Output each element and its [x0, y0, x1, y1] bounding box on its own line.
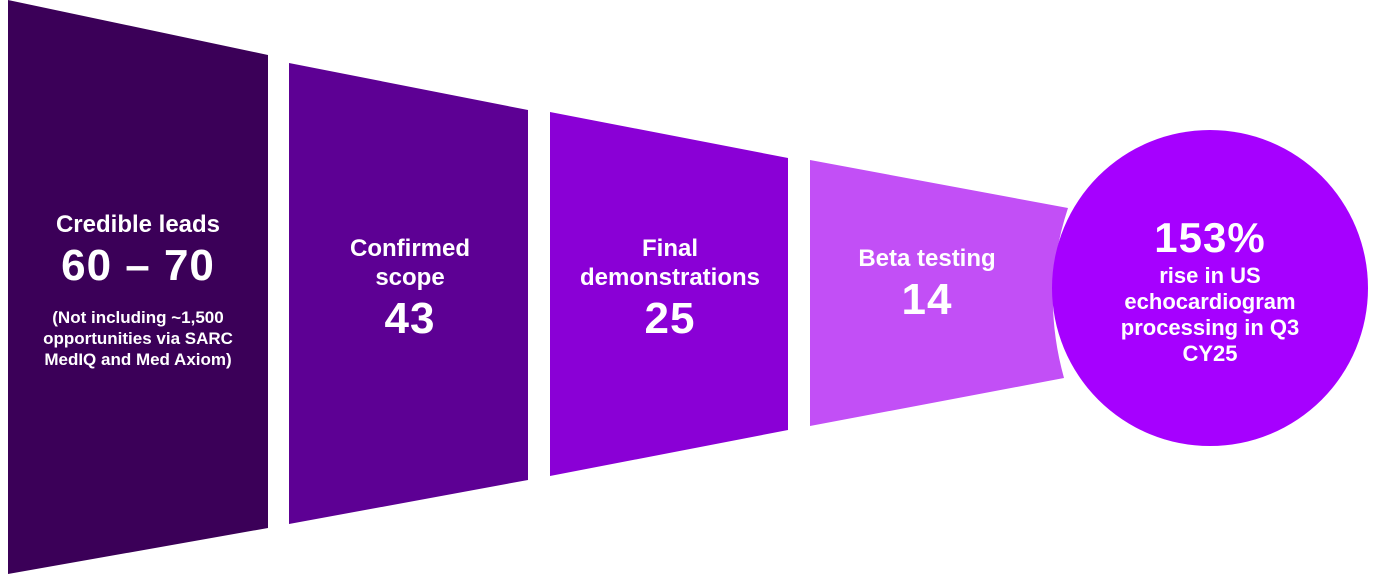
- stage-2: Confirmed scope 43: [320, 200, 500, 380]
- stage-label: Final demonstrations: [579, 235, 761, 291]
- stage-1: Credible leads 60 – 70 (Not including ~1…: [20, 150, 256, 430]
- stage-value: 14: [901, 274, 953, 324]
- result-circle: [1052, 130, 1368, 446]
- stage-2-shape: [289, 63, 528, 524]
- stage-1-shape: [8, 0, 268, 574]
- stage-value: 43: [384, 294, 436, 343]
- stage-3-shape: [550, 112, 788, 476]
- stage-3: Final demonstrations 25: [560, 200, 780, 380]
- result-value: 153%: [1154, 214, 1266, 261]
- stage-label: Confirmed scope: [350, 235, 470, 291]
- result: 153% rise in US echocardiogram processin…: [1100, 190, 1320, 390]
- stage-label: Credible leads: [55, 211, 221, 238]
- stage-4: Beta testing 14: [822, 220, 1032, 350]
- stage-value: 25: [644, 294, 696, 343]
- stage-label: Beta testing: [858, 244, 996, 272]
- result-text: rise in US echocardiogram processing in …: [1120, 263, 1300, 366]
- stage-4-shape: [810, 160, 1068, 426]
- stage-note: (Not including ~1,500 opportunities via …: [43, 308, 233, 369]
- stage-value: 60 – 70: [61, 241, 215, 290]
